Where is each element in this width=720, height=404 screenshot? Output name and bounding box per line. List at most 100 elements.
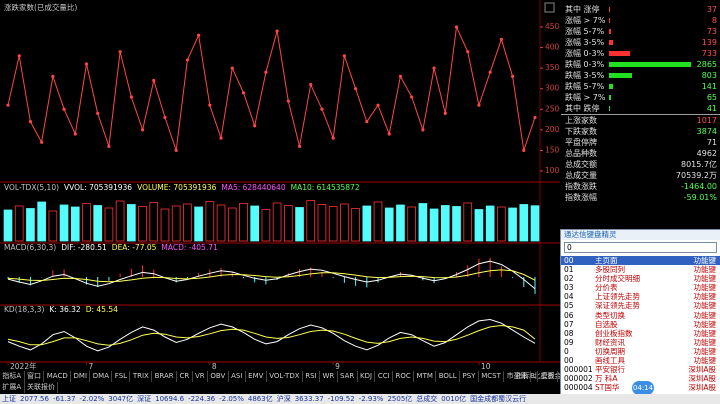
result-row[interactable]: 00 主页面 功能键	[561, 256, 720, 266]
result-type: 功能键	[693, 283, 717, 293]
result-row[interactable]: 03 分价表 功能键	[561, 283, 720, 292]
y-tick-label: 2000	[545, 125, 560, 134]
result-type: 功能键	[693, 292, 717, 302]
stat-label: 其中 跌停	[565, 104, 600, 113]
tab[interactable]: WR	[320, 371, 338, 382]
volume-bar	[93, 205, 103, 242]
tab[interactable]: TRIX	[130, 371, 153, 382]
data-point	[376, 103, 380, 107]
tab[interactable]: MTM	[414, 371, 437, 382]
data-point	[208, 103, 212, 107]
stat-row: 其中 涨停 37	[561, 4, 720, 15]
tab[interactable]: KDJ	[358, 371, 376, 382]
status-item: -109.52	[327, 395, 355, 403]
result-row[interactable]: 06 类型切换 功能键	[561, 311, 720, 320]
tab[interactable]: MACD	[44, 371, 72, 382]
panel-legend: MACD: -405.71	[161, 243, 218, 252]
result-row[interactable]: 000004 ST国华 深圳A股	[561, 383, 720, 392]
settings-icon[interactable]	[544, 2, 555, 13]
result-row[interactable]: 00 画线工具 功能键	[561, 356, 720, 365]
volume-bar	[429, 208, 439, 242]
result-row[interactable]: 000001 平安银行 深圳A股	[561, 365, 720, 374]
result-code: 00	[564, 356, 574, 366]
volume-bar	[194, 206, 203, 242]
volume-bar	[463, 202, 473, 242]
volume-bar	[407, 206, 416, 242]
data-point	[28, 120, 33, 124]
data-point	[17, 54, 21, 58]
result-name: 上证领先走势	[595, 292, 640, 302]
volume-bar	[160, 208, 170, 242]
tab[interactable]: 指标A	[0, 371, 25, 382]
tab[interactable]: BOLL	[436, 371, 461, 382]
result-row[interactable]: 000002 万 科A 深圳A股	[561, 374, 720, 383]
tab[interactable]: 扩展A	[0, 382, 25, 393]
tab[interactable]: MCST	[479, 371, 505, 382]
stat-bar	[609, 51, 630, 56]
result-row[interactable]: 02 分时成交明细 功能键	[561, 274, 720, 283]
data-point	[51, 74, 55, 78]
tab[interactable]: 指标B	[514, 371, 539, 382]
tab[interactable]: SAR	[338, 371, 358, 382]
tab[interactable]: EMV	[246, 371, 267, 382]
stat-row: 涨幅 0-3% 733	[561, 48, 720, 59]
data-point	[107, 144, 111, 148]
result-name: 分价表	[595, 283, 618, 293]
data-point	[152, 78, 156, 83]
clock-bubble: 04:14	[632, 381, 654, 395]
tab[interactable]: DMI	[71, 371, 91, 382]
y-tick-label: 1000	[545, 166, 560, 175]
stat-value: -1464.00	[681, 182, 717, 191]
tab[interactable]: ROC	[393, 371, 415, 382]
tab[interactable]: OBV	[208, 371, 229, 382]
result-type: 功能键	[693, 256, 717, 265]
tab[interactable]: 市盈率	[504, 371, 532, 382]
tab[interactable]: DMA	[90, 371, 113, 382]
result-row[interactable]: 09 财经资讯 功能键	[561, 338, 720, 347]
data-point	[264, 70, 268, 74]
tab[interactable]: 关联报价	[25, 382, 59, 393]
volume-bar	[384, 207, 394, 242]
result-row[interactable]: 05 深证领先走势 功能键	[561, 301, 720, 310]
volume-bar	[227, 207, 237, 242]
search-input[interactable]: 0	[564, 242, 717, 253]
tab[interactable]: CCI	[375, 371, 394, 382]
data-point	[466, 50, 470, 54]
result-name: 多股同列	[595, 265, 625, 275]
volume-bar	[104, 207, 114, 242]
data-point	[342, 54, 346, 58]
result-code: 01	[564, 265, 574, 275]
tab[interactable]: ASI	[229, 371, 246, 382]
stat-value: 65	[706, 93, 717, 102]
result-row[interactable]: 0 切换周期 功能键	[561, 347, 720, 356]
result-row[interactable]: 04 上证领先走势 功能键	[561, 292, 720, 301]
stat-value: 733	[701, 49, 717, 58]
tab[interactable]: 模板	[538, 371, 558, 382]
data-point	[309, 83, 313, 87]
stat-label: 跌幅 0-3%	[565, 60, 605, 69]
result-row[interactable]: 08 创业板指数 功能键	[561, 329, 720, 338]
status-item: -2.02%	[79, 395, 105, 403]
data-point	[286, 99, 290, 103]
result-row[interactable]: 07 自选股 功能键	[561, 320, 720, 329]
data-point	[275, 29, 279, 33]
volume-bar	[149, 202, 159, 242]
tab[interactable]: BRAR	[152, 371, 178, 382]
tab[interactable]: FSL	[112, 371, 131, 382]
data-point	[96, 111, 100, 115]
tab[interactable]: VOL-TDX	[267, 371, 303, 382]
result-row[interactable]: 01 多股同列 功能键	[561, 265, 720, 274]
data-point	[197, 33, 201, 37]
tab[interactable]: 窗口	[25, 371, 45, 382]
tab[interactable]: VR	[193, 371, 209, 382]
panel-legend: VOLUME: 705391936	[137, 183, 216, 192]
stat-row: 跌幅 3-5% 803	[561, 70, 720, 81]
result-type: 功能键	[693, 328, 717, 338]
result-type: 深圳A股	[688, 365, 716, 375]
tab[interactable]: 北上资金	[531, 371, 560, 382]
panel-legend: DIF: -280.51	[61, 243, 107, 252]
tab[interactable]: RSI	[303, 371, 321, 382]
tab[interactable]: CR	[177, 371, 193, 382]
tab[interactable]: PSY	[460, 371, 479, 382]
